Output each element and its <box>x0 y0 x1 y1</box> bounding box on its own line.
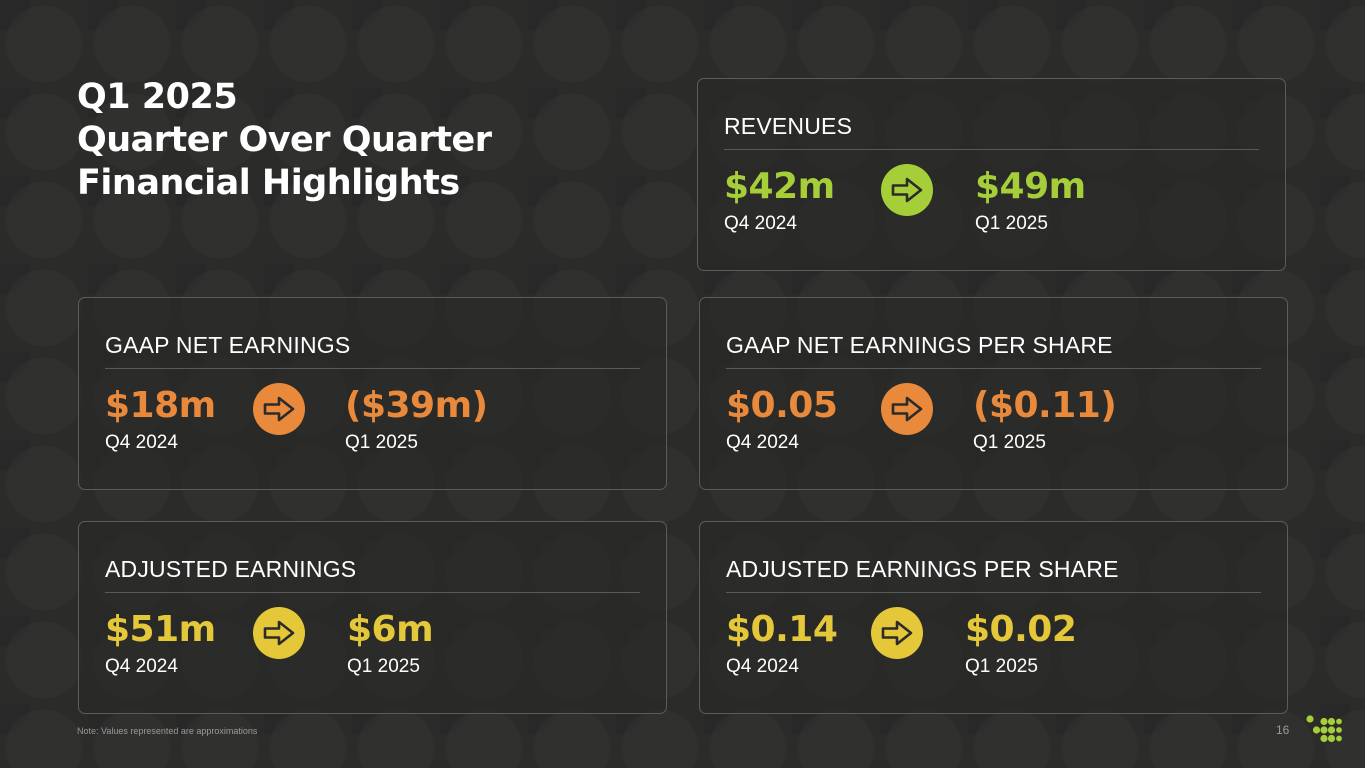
gaap-net-earnings-label: GAAP NET EARNINGS <box>105 332 351 358</box>
gaap-eps-card: GAAP NET EARNINGS PER SHARE $0.05 Q4 202… <box>699 297 1288 490</box>
revenues-q1-2025-value: $49m <box>975 166 1086 207</box>
adjusted-eps-q1-2025-value: $0.02 <box>965 609 1077 650</box>
adjusted-earnings-card: ADJUSTED EARNINGS $51m Q4 2024 $6m Q1 20… <box>78 521 667 714</box>
adjusted-earnings-q1-2025-period: Q1 2025 <box>347 656 420 677</box>
title-line-1: Q1 2025 <box>77 77 238 117</box>
revenues-q4-2024-value: $42m <box>724 166 835 207</box>
gaap-net-earnings-divider <box>105 368 640 369</box>
revenues-card: REVENUES $42m Q4 2024 $49m Q1 2025 <box>697 78 1286 271</box>
page-number: 16 <box>1276 723 1290 737</box>
page-title: Q1 2025 Quarter Over Quarter Financial H… <box>77 76 637 205</box>
adjusted-earnings-q1-2025-value: $6m <box>347 609 434 650</box>
adjusted-eps-label: ADJUSTED EARNINGS PER SHARE <box>726 556 1119 582</box>
title-line-3: Financial Highlights <box>77 163 460 203</box>
adjusted-eps-q1-2025-period: Q1 2025 <box>965 656 1038 677</box>
revenues-divider <box>724 149 1259 150</box>
arrow-right-icon <box>881 164 933 216</box>
arrow-right-icon <box>253 607 305 659</box>
arrow-right-icon <box>871 607 923 659</box>
dot-grid-logo <box>1306 715 1342 743</box>
adjusted-eps-q4-2024-period: Q4 2024 <box>726 656 799 677</box>
footnote: Note: Values represented are approximati… <box>77 726 258 736</box>
gaap-eps-q1-2025-value: ($0.11) <box>973 385 1117 426</box>
gaap-eps-divider <box>726 368 1261 369</box>
title-line-2: Quarter Over Quarter <box>77 120 492 160</box>
gaap-net-earnings-q1-2025-value: ($39m) <box>345 385 488 426</box>
revenues-q4-2024-period: Q4 2024 <box>724 213 797 234</box>
adjusted-eps-divider <box>726 592 1261 593</box>
gaap-eps-q4-2024-value: $0.05 <box>726 385 838 426</box>
adjusted-eps-card: ADJUSTED EARNINGS PER SHARE $0.14 Q4 202… <box>699 521 1288 714</box>
adjusted-earnings-q4-2024-period: Q4 2024 <box>105 656 178 677</box>
adjusted-eps-q4-2024-value: $0.14 <box>726 609 838 650</box>
arrow-right-icon <box>253 383 305 435</box>
gaap-net-earnings-q4-2024-period: Q4 2024 <box>105 432 178 453</box>
adjusted-earnings-label: ADJUSTED EARNINGS <box>105 556 357 582</box>
gaap-net-earnings-card: GAAP NET EARNINGS $18m Q4 2024 ($39m) Q1… <box>78 297 667 490</box>
gaap-net-earnings-q4-2024-value: $18m <box>105 385 216 426</box>
adjusted-earnings-q4-2024-value: $51m <box>105 609 216 650</box>
adjusted-earnings-divider <box>105 592 640 593</box>
gaap-eps-q1-2025-period: Q1 2025 <box>973 432 1046 453</box>
revenues-q1-2025-period: Q1 2025 <box>975 213 1048 234</box>
revenues-label: REVENUES <box>724 113 853 139</box>
gaap-net-earnings-q1-2025-period: Q1 2025 <box>345 432 418 453</box>
gaap-eps-label: GAAP NET EARNINGS PER SHARE <box>726 332 1113 358</box>
arrow-right-icon <box>881 383 933 435</box>
gaap-eps-q4-2024-period: Q4 2024 <box>726 432 799 453</box>
